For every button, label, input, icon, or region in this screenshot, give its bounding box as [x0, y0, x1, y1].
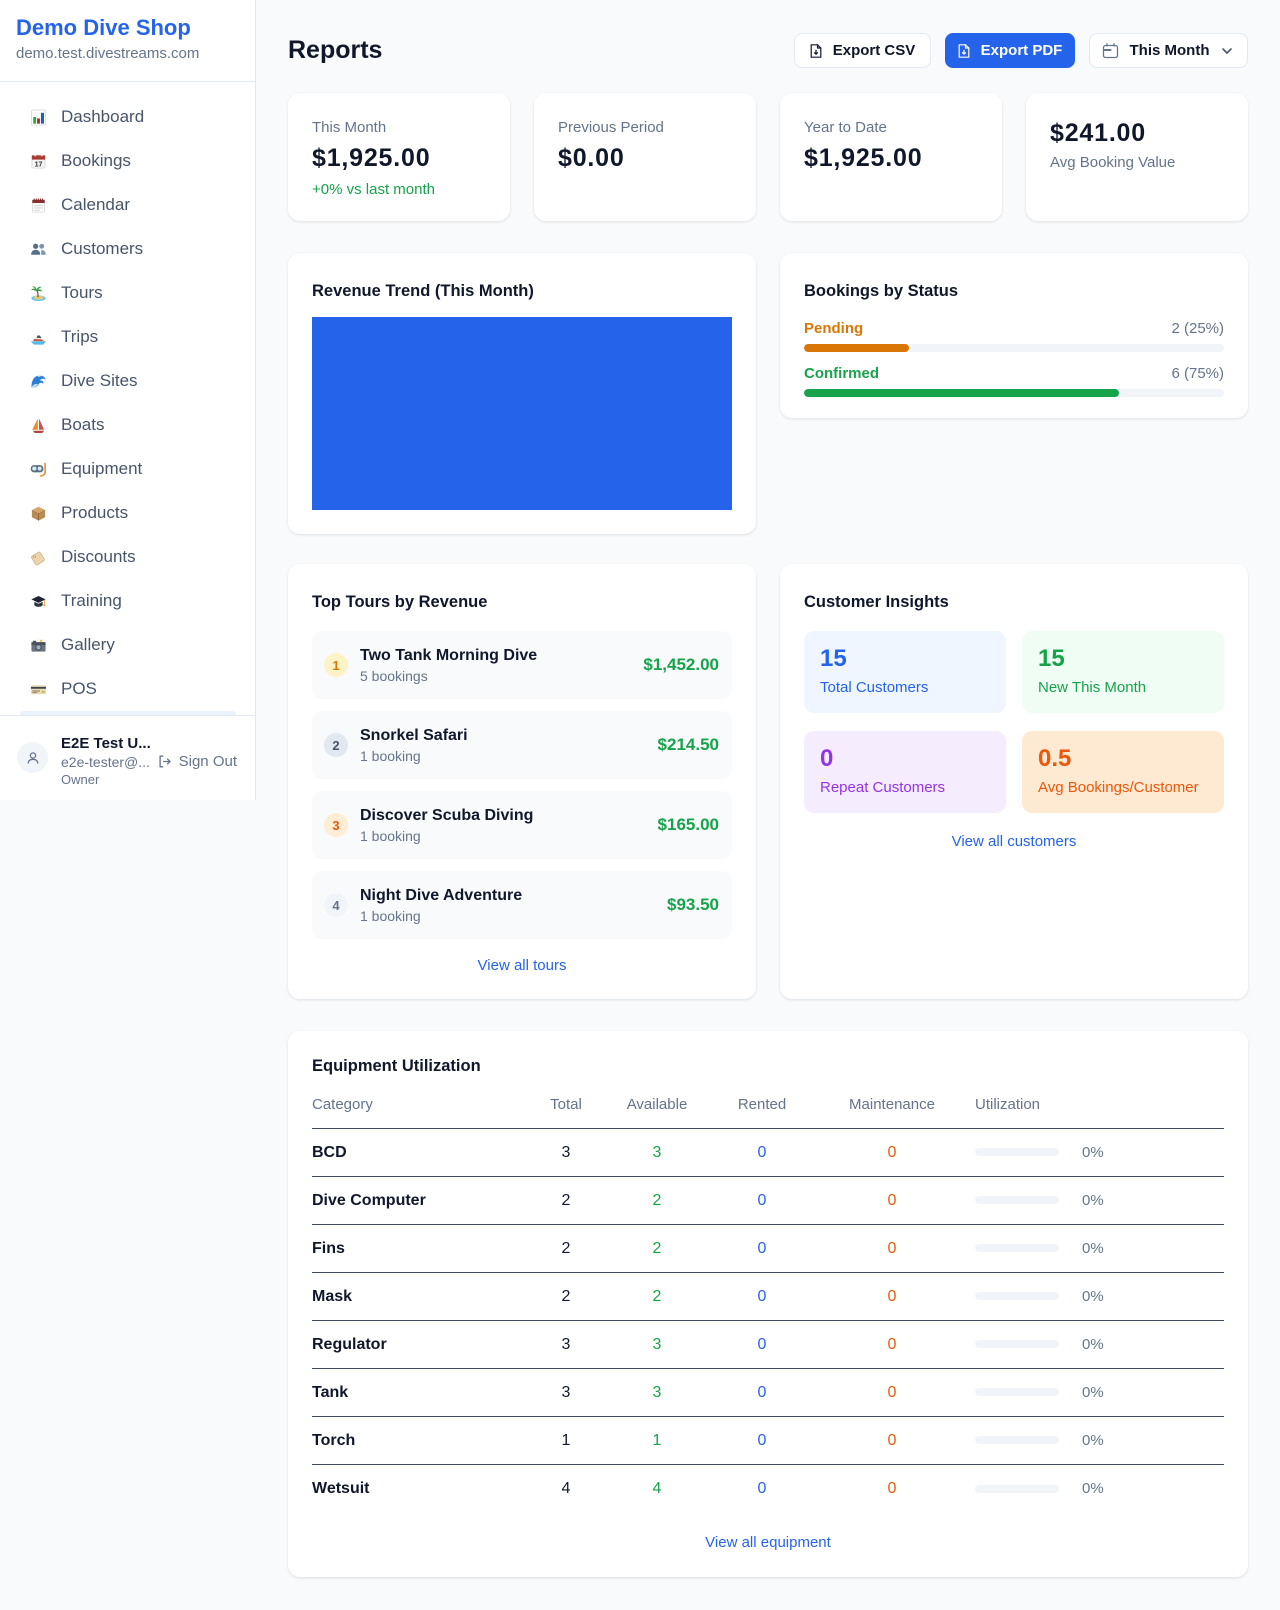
svg-text:17: 17	[35, 160, 43, 168]
